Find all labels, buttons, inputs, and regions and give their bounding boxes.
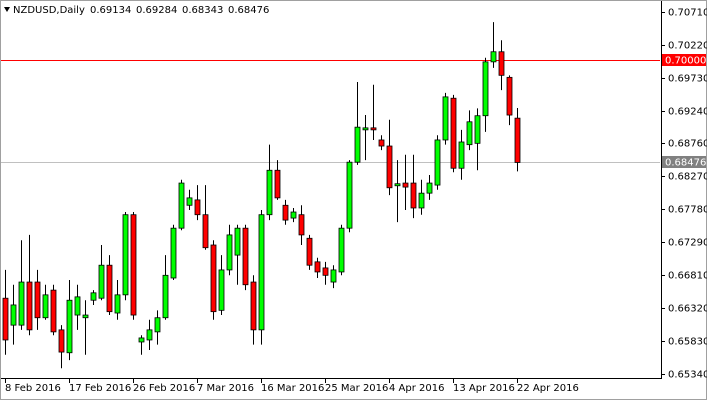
- candle-body: [218, 269, 225, 311]
- candle-body: [354, 126, 361, 163]
- candle-body: [338, 227, 345, 273]
- candle-body: [234, 227, 241, 256]
- x-tick-label: 13 Apr 2016: [453, 383, 515, 394]
- candle-body: [122, 214, 129, 296]
- candle-body: [386, 145, 393, 189]
- y-tick-label: 0.67290: [668, 238, 707, 249]
- candle-body: [490, 51, 497, 63]
- candle-body: [402, 182, 409, 188]
- candle-body: [514, 117, 521, 163]
- candle-body: [370, 127, 377, 131]
- candle-body: [258, 214, 265, 331]
- x-tick-label: 17 Feb 2016: [69, 383, 131, 394]
- y-tick-label: 0.68760: [668, 139, 707, 150]
- y-tick-label: 0.66320: [668, 304, 707, 315]
- candle-body: [154, 317, 161, 333]
- header-close: 0.68476: [228, 5, 269, 16]
- candle-body: [130, 214, 137, 316]
- candle-body: [346, 161, 353, 229]
- candle-body: [298, 214, 305, 236]
- x-tick-label: 16 Mar 2016: [261, 383, 324, 394]
- candle-body: [138, 337, 145, 343]
- candle-body: [426, 182, 433, 194]
- candle-body: [34, 281, 41, 319]
- reference-label-box: [662, 54, 706, 66]
- x-tick-label: 4 Apr 2016: [389, 383, 444, 394]
- candle-body: [290, 211, 297, 219]
- y-tick-label: 0.70220: [668, 41, 707, 52]
- candle-body: [410, 182, 417, 209]
- chart-title: NZDUSD,Daily: [13, 5, 85, 16]
- candle-body: [170, 227, 177, 279]
- candle-body: [394, 183, 401, 187]
- x-tick-label: 8 Feb 2016: [5, 383, 61, 394]
- candle-body: [506, 76, 513, 116]
- candle-body: [146, 329, 153, 341]
- candle-body: [90, 292, 97, 301]
- candle-body: [98, 264, 105, 299]
- candle-body: [26, 281, 33, 331]
- header: NZDUSD,Daily 0.69134 0.69284 0.68343 0.6…: [13, 5, 269, 16]
- price-label: 0.68476: [665, 158, 706, 169]
- candle-body: [162, 274, 169, 319]
- candle-body: [74, 296, 81, 316]
- candle-body: [314, 261, 321, 273]
- candle-body: [210, 244, 217, 313]
- candle-body: [106, 264, 113, 313]
- y-tick-label: 0.65340: [668, 370, 707, 381]
- candle-body: [498, 51, 505, 76]
- candle-body: [194, 199, 201, 216]
- candle-body: [42, 294, 49, 319]
- candle-body: [482, 61, 489, 117]
- y-tick-label: 0.69730: [668, 74, 707, 85]
- candle-body: [362, 127, 369, 131]
- x-tick-label: 25 Mar 2016: [325, 383, 388, 394]
- candle-body: [474, 115, 481, 144]
- candle-body: [378, 139, 385, 147]
- y-tick-label: 0.66810: [668, 271, 707, 282]
- header-low: 0.68343: [182, 5, 223, 16]
- candle-body: [458, 141, 465, 169]
- candle-body: [442, 96, 449, 141]
- y-tick-label: 0.65830: [668, 337, 707, 348]
- price-label-box: [662, 156, 706, 168]
- y-tick-label: 0.67780: [668, 205, 707, 216]
- candle-body: [186, 197, 193, 206]
- y-tick-label: 0.69240: [668, 107, 707, 118]
- candle-body: [50, 289, 57, 333]
- header-high: 0.69284: [136, 5, 177, 16]
- candle-body: [322, 267, 329, 276]
- candle-body: [466, 121, 473, 146]
- y-tick-label: 0.68270: [668, 172, 707, 183]
- candle-body: [434, 139, 441, 186]
- candle-body: [10, 304, 17, 326]
- reference-label: 0.70000: [665, 56, 706, 67]
- candle-body: [274, 169, 281, 199]
- candle-body: [450, 97, 457, 169]
- x-tick-label: 26 Feb 2016: [133, 383, 195, 394]
- candle-body: [178, 182, 185, 229]
- candle-body: [418, 192, 425, 209]
- candle-body: [66, 299, 73, 354]
- y-tick-label: 0.70710: [668, 8, 707, 19]
- header-open: 0.69134: [90, 5, 131, 16]
- candle-body: [242, 227, 249, 286]
- candle-body: [114, 294, 121, 314]
- candle-body: [250, 281, 257, 331]
- candle-body: [226, 234, 233, 271]
- candle-body: [18, 281, 25, 326]
- candle-body: [306, 237, 313, 266]
- candle-body: [266, 169, 273, 216]
- candle-body: [82, 314, 89, 319]
- candle-body: [282, 204, 289, 221]
- menu-icon[interactable]: [4, 7, 10, 12]
- x-tick-label: 22 Apr 2016: [517, 383, 579, 394]
- candle-body: [202, 214, 209, 249]
- candle-body: [58, 329, 65, 353]
- candle-body: [2, 297, 9, 341]
- candle-body: [330, 269, 337, 283]
- x-tick-label: 7 Mar 2016: [197, 383, 254, 394]
